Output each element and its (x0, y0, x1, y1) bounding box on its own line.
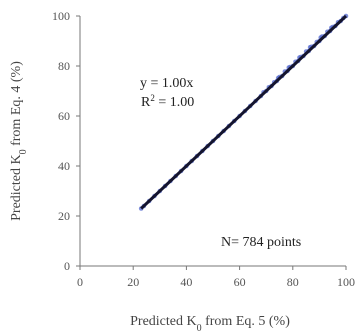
x-tick-label: 100 (337, 275, 355, 289)
y-tick-label: 60 (58, 109, 70, 123)
y-tick-label: 100 (52, 9, 70, 23)
r-squared-base: R (141, 95, 151, 110)
y-tick-label: 80 (58, 59, 70, 73)
y-tick-label: 0 (64, 259, 70, 273)
x-tick-label: 80 (287, 275, 299, 289)
x-axis-title-suffix: from Eq. 5 (%) (202, 314, 291, 329)
x-axis-title: Predicted K0 from Eq. 5 (%) (130, 314, 290, 333)
y-axis-title-main: Predicted K (9, 154, 24, 220)
x-axis-title-sub: 0 (197, 323, 202, 333)
y-tick-label: 40 (58, 159, 70, 173)
r-squared-value: = 1.00 (155, 95, 194, 110)
x-ticks: 0 20 40 60 80 100 (77, 266, 355, 289)
y-ticks: 0 20 40 60 80 100 (52, 9, 80, 273)
y-axis-title-sub: 0 (18, 149, 29, 154)
plot-area: 0 20 40 60 80 100 0 20 40 60 80 100 (52, 9, 355, 289)
y-tick-label: 20 (58, 209, 70, 223)
x-tick-label: 60 (234, 275, 246, 289)
x-axis-title-main: Predicted K (130, 314, 196, 329)
r-squared-annotation: R2 = 1.00 (141, 93, 194, 110)
y-axis-title: Predicted K0 from Eq. 4 (%) (9, 61, 29, 221)
x-tick-label: 0 (77, 275, 83, 289)
equation-annotation: y = 1.00x (140, 76, 193, 91)
y-axis-title-suffix: from Eq. 4 (%) (9, 61, 24, 150)
count-annotation: N= 784 points (221, 235, 301, 250)
x-tick-label: 20 (127, 275, 139, 289)
r-squared-sup: 2 (150, 93, 155, 103)
x-tick-label: 40 (180, 275, 192, 289)
regression-line (140, 14, 348, 210)
